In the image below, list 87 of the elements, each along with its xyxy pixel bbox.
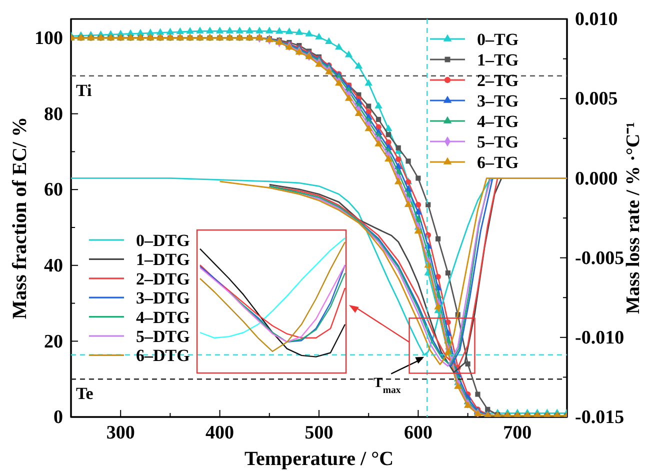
point bbox=[196, 26, 204, 34]
legend-label: 2–DTG bbox=[136, 269, 190, 288]
point bbox=[415, 202, 422, 208]
legend-label: 2–TG bbox=[477, 71, 519, 90]
y2-tick-label: -0.010 bbox=[575, 327, 624, 348]
y-axis-title: Mass fraction of EC/ % bbox=[9, 116, 31, 320]
legend-label: 1–TG bbox=[477, 50, 519, 70]
legend-label: 6–TG bbox=[477, 153, 519, 172]
y2-tick-label: -0.005 bbox=[575, 248, 624, 269]
legend-label: 6–DTG bbox=[136, 346, 190, 366]
y-tick-label: 20 bbox=[44, 331, 63, 352]
x-tick-label: 400 bbox=[206, 422, 234, 444]
point bbox=[325, 37, 333, 44]
point bbox=[285, 27, 294, 34]
x-tick-label: 300 bbox=[106, 422, 135, 444]
legend-label: 0–DTG bbox=[136, 231, 190, 250]
point bbox=[434, 302, 442, 310]
legend-label: 4–DTG bbox=[136, 308, 190, 327]
y-tick-label: 60 bbox=[44, 180, 63, 201]
point bbox=[395, 156, 402, 162]
point bbox=[374, 102, 382, 108]
ref-line-label: Ti bbox=[76, 80, 92, 100]
point bbox=[246, 26, 254, 34]
point bbox=[426, 202, 431, 208]
point bbox=[475, 392, 480, 397]
point bbox=[334, 42, 343, 50]
point bbox=[344, 94, 353, 101]
point bbox=[406, 158, 411, 164]
point bbox=[266, 26, 274, 34]
point bbox=[295, 28, 304, 35]
point bbox=[256, 26, 264, 34]
point bbox=[485, 406, 490, 412]
point bbox=[186, 27, 194, 34]
point bbox=[394, 178, 402, 184]
point bbox=[454, 382, 462, 389]
y-tick-label: 100 bbox=[34, 28, 63, 50]
point bbox=[435, 236, 441, 242]
point bbox=[414, 226, 422, 234]
legend-label: 3–TG bbox=[477, 92, 519, 110]
ref-line-label: Te bbox=[76, 384, 94, 404]
point bbox=[166, 28, 174, 35]
point bbox=[315, 60, 323, 67]
point bbox=[445, 270, 451, 276]
legend-label: 5–TG bbox=[477, 132, 519, 152]
annotation: T$_{max}$ bbox=[373, 376, 401, 396]
x-axis-title: Temperature / °C bbox=[244, 448, 394, 470]
x-tick-label: 600 bbox=[404, 422, 432, 444]
point bbox=[374, 140, 382, 146]
y2-tick-label: 0.000 bbox=[575, 168, 618, 190]
point bbox=[404, 200, 412, 207]
legend-label: 1–DTG bbox=[136, 250, 190, 270]
y2-tick-label: 0.005 bbox=[575, 88, 618, 110]
y2-tick-label: -0.015 bbox=[575, 407, 624, 428]
point bbox=[315, 32, 323, 40]
point bbox=[364, 124, 372, 132]
point bbox=[325, 68, 333, 74]
point bbox=[416, 176, 421, 181]
point bbox=[216, 26, 224, 34]
point bbox=[366, 104, 372, 109]
point bbox=[156, 28, 164, 35]
point bbox=[344, 50, 353, 58]
legend-label: 0–TG bbox=[477, 30, 519, 49]
x-tick-label: 500 bbox=[304, 422, 334, 444]
point bbox=[386, 132, 391, 138]
y-tick-label: 0 bbox=[54, 407, 63, 428]
point bbox=[376, 116, 382, 122]
point bbox=[354, 109, 363, 116]
point bbox=[146, 28, 154, 36]
point bbox=[364, 78, 372, 86]
y2-tick-label: 0.010 bbox=[575, 9, 618, 30]
point bbox=[176, 27, 184, 34]
point bbox=[275, 27, 284, 34]
point bbox=[384, 154, 392, 162]
point bbox=[305, 30, 313, 36]
point bbox=[396, 145, 401, 150]
point bbox=[354, 62, 363, 69]
x-tick-label: 700 bbox=[503, 422, 532, 444]
legend-label: 5–DTG bbox=[136, 327, 190, 346]
point bbox=[226, 26, 234, 34]
y-tick-label: 80 bbox=[44, 104, 63, 125]
point bbox=[206, 26, 214, 34]
legend-label: 3–DTG bbox=[136, 288, 190, 308]
point bbox=[236, 26, 244, 34]
point bbox=[465, 361, 470, 366]
y2-axis-title: Mass loss rate / % ·°C⁻¹ bbox=[623, 122, 644, 314]
y-tick-label: 40 bbox=[44, 255, 63, 276]
legend-label: 4–TG bbox=[477, 112, 519, 131]
